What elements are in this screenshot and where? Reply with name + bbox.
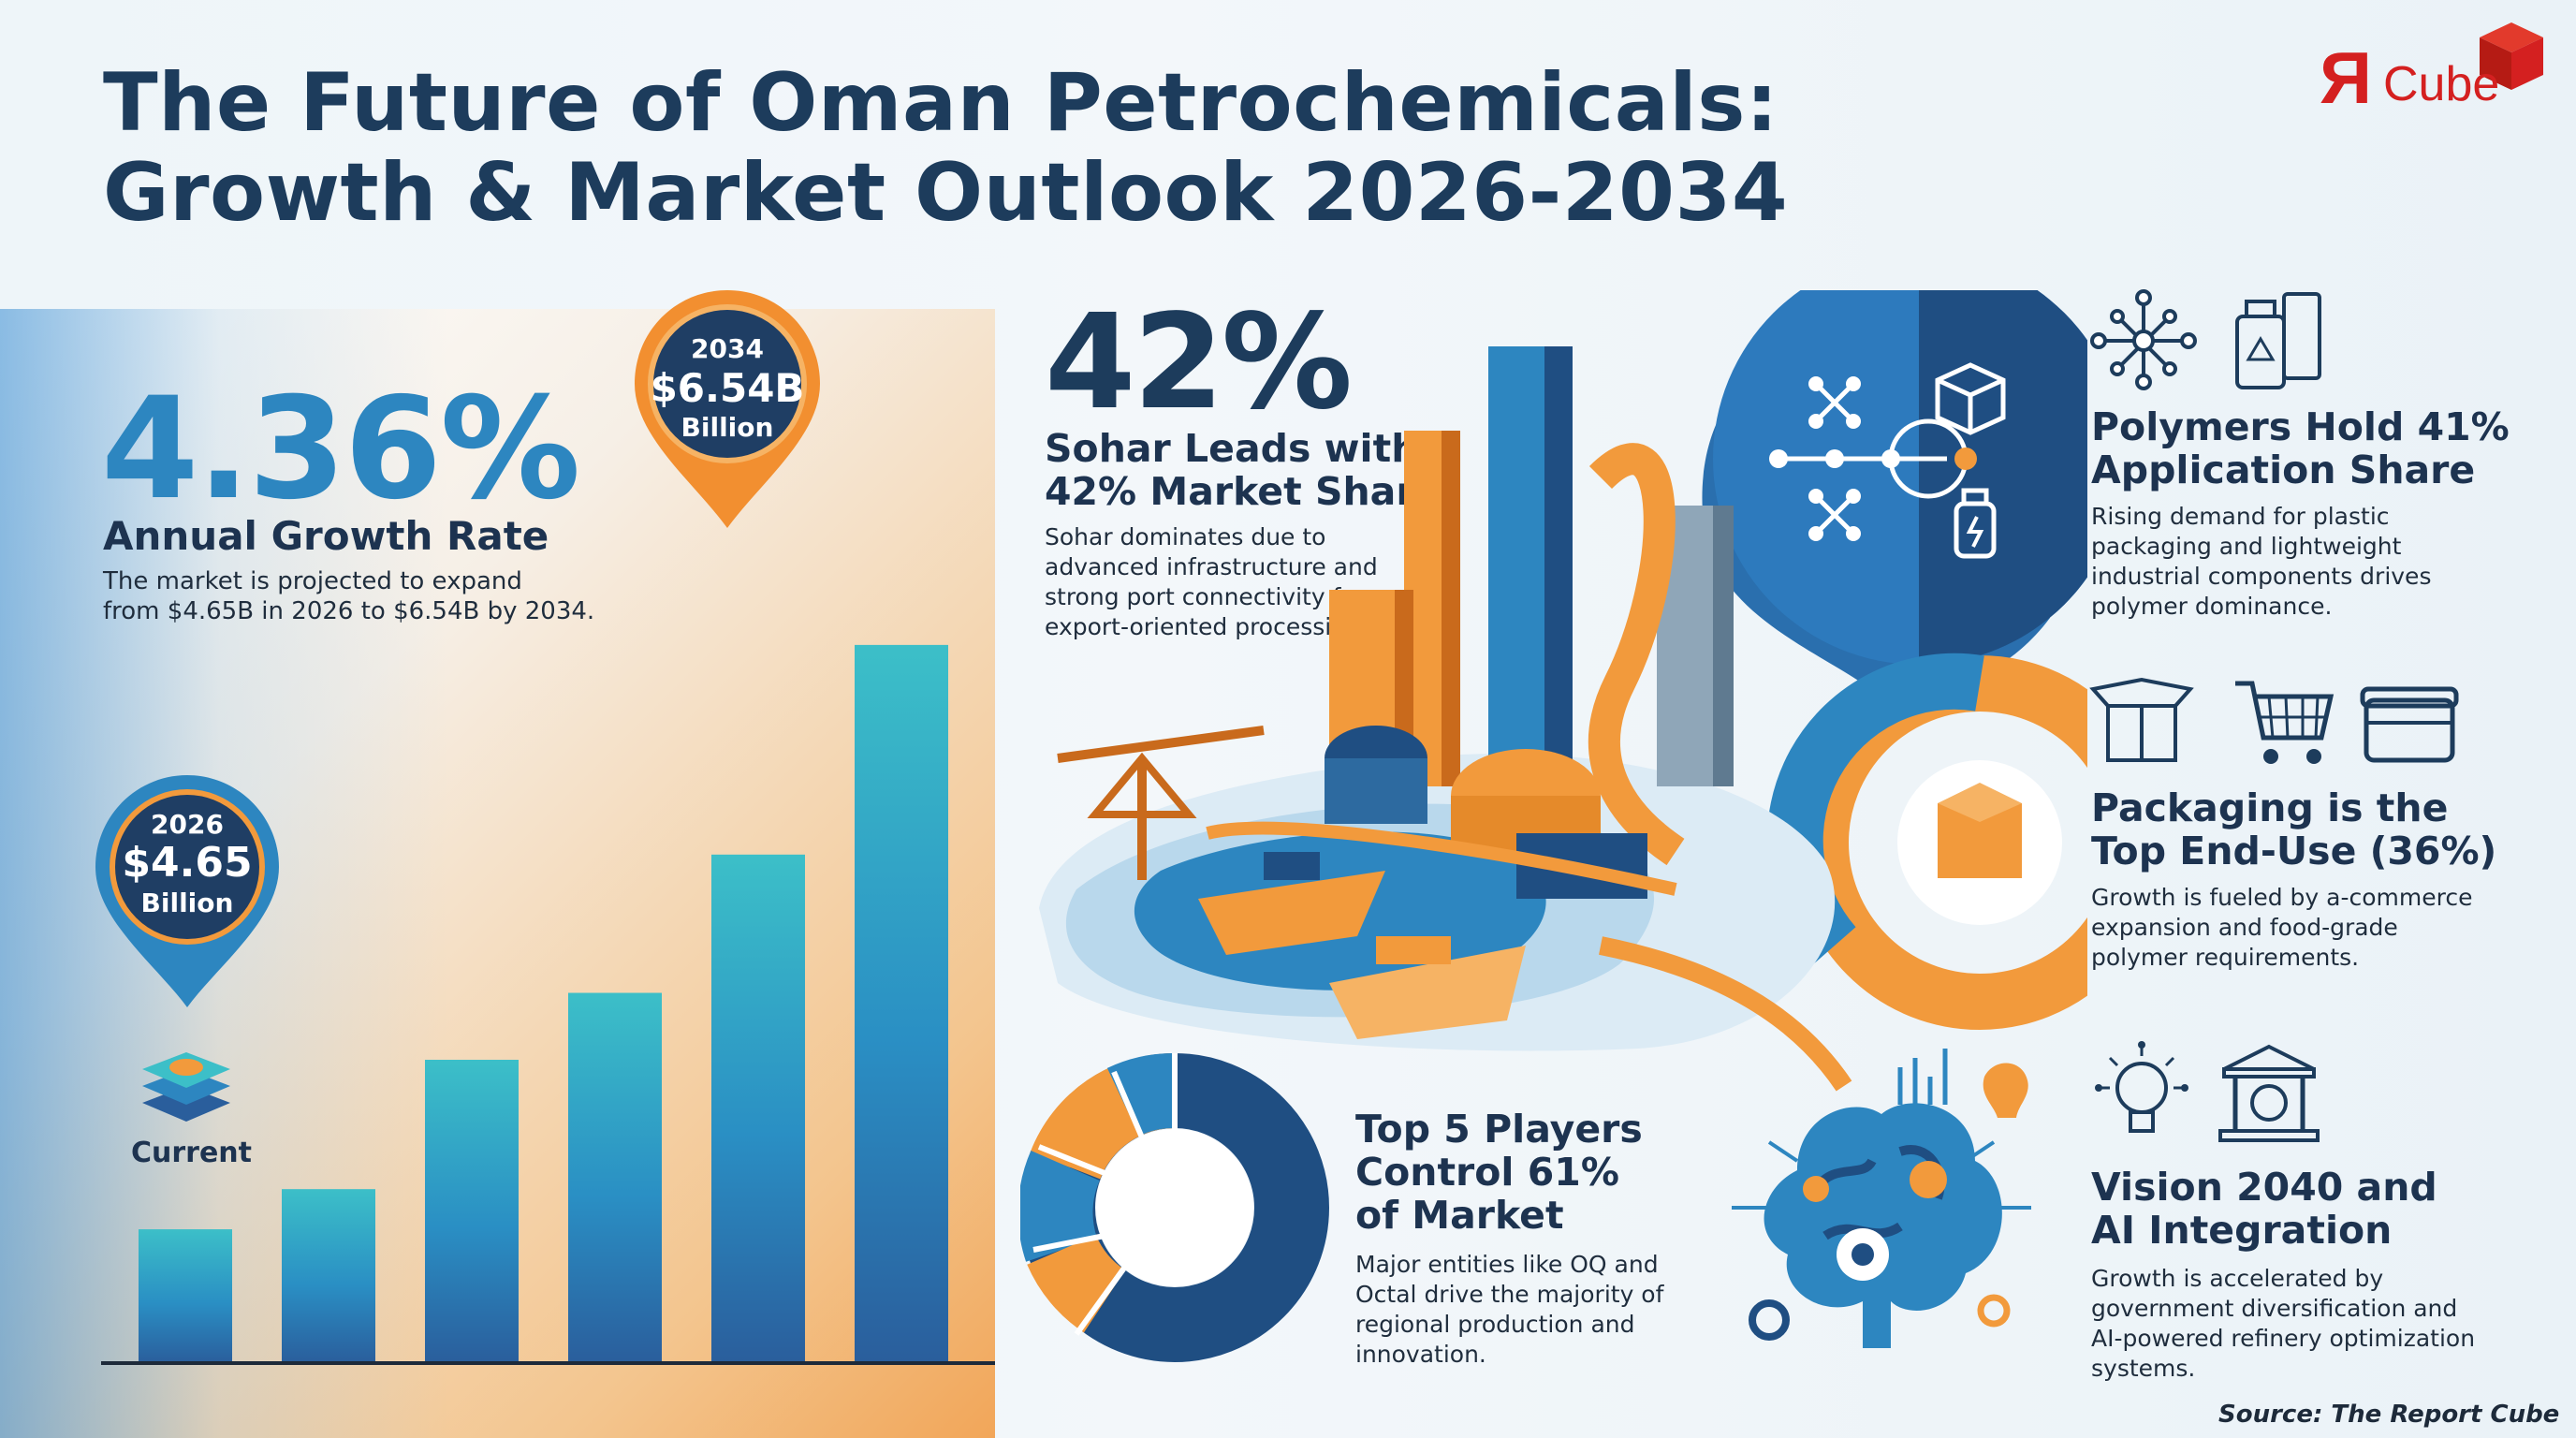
sohar-description: Sohar dominates due to advanced infrastr… [1045,522,1378,642]
players-heading: Top 5 Players Control 61% of Market [1355,1108,1643,1237]
vision-desc-line: AI-powered refinery optimization [2091,1325,2476,1352]
growth-rate-heading: Annual Growth Rate [103,513,549,559]
polymers-heading: Polymers Hold 41% Application Share [2091,405,2510,492]
pin-2026: 2026 $4.65 Billion [92,771,283,1011]
polymers-description: Rising demand for plastic packaging and … [2091,502,2431,622]
bank-gear-icon [2218,1044,2320,1142]
recycle-bag-icon [2235,292,2321,389]
polymers-desc-line: Rising demand for plastic [2091,503,2390,530]
growth-rate-value: 4.36% [101,368,580,531]
chart-bar [855,644,948,1363]
packaging-desc-line: polymer requirements. [2091,944,2360,971]
growth-bar-chart [101,524,995,1367]
chart-bar [425,1060,519,1363]
title-line-2: Growth & Market Outlook 2026-2034 [103,146,1789,240]
cart-icon [2235,681,2334,764]
refinery-illustration [1039,290,2087,1092]
polymers-desc-line: polymer dominance. [2091,593,2333,620]
growth-rate-description: The market is projected to expand from $… [103,566,594,626]
title-line-1: The Future of Oman Petrochemicals: [103,56,1778,150]
pin-2026-unit: Billion [140,888,234,918]
bar-chart-svg [101,644,995,1365]
chart-bar [568,992,662,1363]
vision-description: Growth is accelerated by government dive… [2091,1264,2475,1384]
sohar-heading: Sohar Leads with 42% Market Share [1045,427,1441,513]
logo-mark: Я [2320,37,2373,119]
sohar-desc-line: advanced infrastructure and [1045,553,1378,580]
pin-2026-year: 2026 [151,809,224,840]
sohar-heading-line: Sohar Leads with [1045,426,1419,471]
sohar-share-value: 42% [1045,286,1353,439]
chart-bar [139,1229,232,1363]
vision-heading: Vision 2040 and AI Integration [2091,1166,2437,1252]
packaging-desc-line: Growth is fueled by a-commerce [2091,884,2473,911]
packaging-desc-line: expansion and food-grade [2091,914,2398,941]
players-heading-line: of Market [1355,1193,1564,1238]
players-heading-line: Control 61% [1355,1150,1619,1195]
box-icon [1935,362,2006,435]
polymers-heading-line: Polymers Hold 41% [2091,404,2510,449]
packaging-heading: Packaging is the Top End-Use (36%) [2091,786,2496,873]
polymers-desc-line: industrial components drives [2091,563,2432,590]
packaging-heading-line: Packaging is the [2091,785,2449,830]
chart-bar [282,1189,375,1363]
pin-2034: 2034 $6.54B Billion [629,286,826,532]
polymers-desc-line: packaging and lightweight [2091,533,2402,560]
players-desc-line: Octal drive the majority of [1355,1281,1664,1308]
brain-bulb-icon [2095,1041,2188,1133]
sohar-desc-line: export-oriented processing. [1045,613,1368,640]
logo-cube-icon [2480,22,2543,90]
vision-desc-line: government diversification and [2091,1295,2458,1322]
vision-desc-line: systems. [2091,1355,2196,1382]
players-description: Major entities like OQ and Octal drive t… [1355,1250,1663,1370]
growth-desc-line: from $4.65B in 2026 to $6.54B by 2034. [103,597,595,625]
source-caption: Source: The Report Cube [2218,1401,2560,1429]
pin-2034-unit: Billion [681,412,774,443]
players-heading-line: Top 5 Players [1355,1107,1643,1152]
map-pin-icon [635,290,820,528]
pin-2034-year: 2034 [691,333,764,364]
vision-heading-line: Vision 2040 and [2091,1165,2437,1210]
map-pin-icon [95,775,279,1007]
players-desc-line: regional production and [1355,1311,1635,1338]
sohar-heading-line: 42% Market Share [1045,469,1442,514]
pin-2026-value: $4.65 [122,839,253,887]
vision-desc-line: Growth is accelerated by [2091,1265,2384,1292]
polymers-heading-line: Application Share [2091,448,2476,492]
bottle-icon [1954,488,1997,559]
sohar-desc-line: strong port connectivity for [1045,583,1365,610]
layers-icon [142,1052,230,1122]
molecule-network-icon [1769,376,1977,541]
molecule-icon [2090,289,2197,390]
sohar-desc-line: Sohar dominates due to [1045,523,1326,550]
container-icon [2360,686,2459,763]
current-label: Current [131,1137,253,1169]
packaging-heading-line: Top End-Use (36%) [2091,829,2497,873]
vision-heading-line: AI Integration [2091,1208,2393,1253]
logo-text: Cube [2383,57,2500,111]
market-share-donut [1020,1053,1329,1362]
pin-2034-value: $6.54B [650,365,805,411]
players-desc-line: Major entities like OQ and [1355,1251,1659,1278]
page-title: The Future of Oman Petrochemicals: Growt… [103,58,1788,238]
players-desc-line: innovation. [1355,1341,1486,1368]
packaging-description: Growth is fueled by a-commerce expansion… [2091,883,2472,973]
open-box-icon [2089,677,2194,762]
chart-bar [711,854,805,1363]
ai-brain-icon [1732,1049,2031,1348]
logo: Я Cube [2320,19,2554,122]
growth-desc-line: The market is projected to expand [103,567,522,595]
